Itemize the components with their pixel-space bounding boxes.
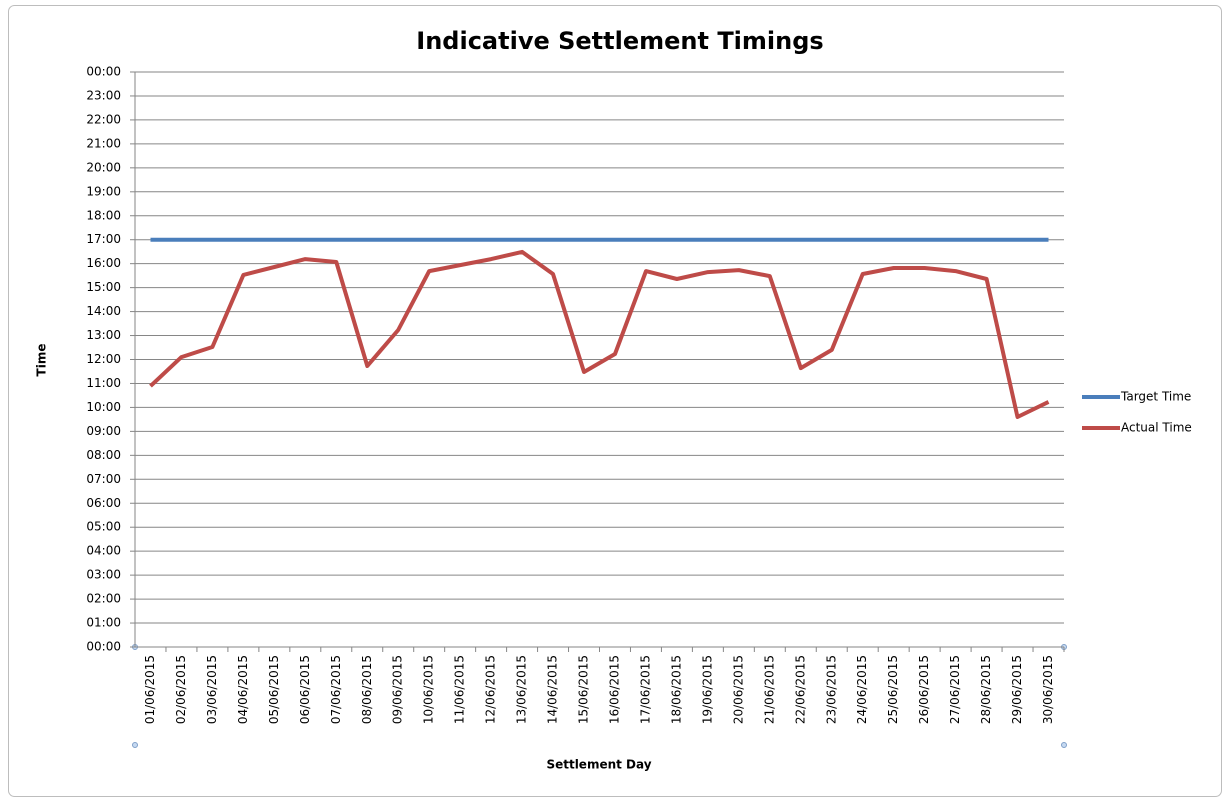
x-tick-label: 19/06/2015 bbox=[700, 655, 714, 724]
legend-label: Actual Time bbox=[1121, 421, 1192, 435]
x-tick-label: 30/06/2015 bbox=[1041, 655, 1055, 724]
x-tick-label: 07/06/2015 bbox=[329, 655, 343, 724]
y-tick-label: 22:00 bbox=[86, 112, 121, 126]
x-axis-title: Settlement Day bbox=[546, 758, 651, 772]
y-tick-label: 03:00 bbox=[86, 568, 121, 582]
x-tick-label: 29/06/2015 bbox=[1010, 655, 1024, 724]
x-tick-label: 04/06/2015 bbox=[236, 655, 250, 724]
y-tick-label: 00:00 bbox=[86, 65, 121, 79]
y-tick-label: 15:00 bbox=[86, 280, 121, 294]
x-tick-label: 02/06/2015 bbox=[174, 655, 188, 724]
y-tick-label: 14:00 bbox=[86, 304, 121, 318]
y-tick-label: 06:00 bbox=[86, 496, 121, 510]
x-tick-label: 22/06/2015 bbox=[793, 655, 807, 724]
y-tick-label: 13:00 bbox=[86, 328, 121, 342]
y-tick-label: 11:00 bbox=[86, 376, 121, 390]
x-tick-label: 10/06/2015 bbox=[422, 655, 436, 724]
legend-label: Target Time bbox=[1120, 390, 1191, 404]
x-tick-label: 23/06/2015 bbox=[824, 655, 838, 724]
x-tick-label: 20/06/2015 bbox=[731, 655, 745, 724]
x-tick-label: 27/06/2015 bbox=[948, 655, 962, 724]
x-tick-label: 17/06/2015 bbox=[638, 655, 652, 724]
y-axis-title: Time bbox=[35, 344, 49, 377]
x-tick-label: 18/06/2015 bbox=[669, 655, 683, 724]
x-tick-label: 13/06/2015 bbox=[515, 655, 529, 724]
chart-title: Indicative Settlement Timings bbox=[416, 27, 823, 55]
y-tick-label: 10:00 bbox=[86, 400, 121, 414]
y-tick-label: 04:00 bbox=[86, 544, 121, 558]
x-tick-label: 14/06/2015 bbox=[546, 655, 560, 724]
x-tick-label: 03/06/2015 bbox=[205, 655, 219, 724]
y-tick-label: 21:00 bbox=[86, 136, 121, 150]
y-tick-label: 01:00 bbox=[86, 616, 121, 630]
x-tick-label: 15/06/2015 bbox=[577, 655, 591, 724]
x-tick-label: 01/06/2015 bbox=[143, 655, 157, 724]
y-tick-label: 16:00 bbox=[86, 256, 121, 270]
x-tick-label: 26/06/2015 bbox=[917, 655, 931, 724]
x-tick-label: 16/06/2015 bbox=[607, 655, 621, 724]
x-tick-label: 11/06/2015 bbox=[453, 655, 467, 724]
y-tick-label: 23:00 bbox=[86, 88, 121, 102]
y-tick-label: 05:00 bbox=[86, 520, 121, 534]
y-tick-label: 00:00 bbox=[86, 640, 121, 654]
y-tick-label: 19:00 bbox=[86, 184, 121, 198]
x-tick-label: 05/06/2015 bbox=[267, 655, 281, 724]
y-tick-label: 07:00 bbox=[86, 472, 121, 486]
x-tick-label: 28/06/2015 bbox=[979, 655, 993, 724]
y-tick-label: 08:00 bbox=[86, 448, 121, 462]
x-tick-label: 09/06/2015 bbox=[391, 655, 405, 724]
x-tick-label: 21/06/2015 bbox=[762, 655, 776, 724]
x-tick-label: 08/06/2015 bbox=[360, 655, 374, 724]
y-tick-label: 18:00 bbox=[86, 208, 121, 222]
x-tick-label: 25/06/2015 bbox=[886, 655, 900, 724]
x-tick-label: 06/06/2015 bbox=[298, 655, 312, 724]
y-tick-label: 17:00 bbox=[86, 232, 121, 246]
x-tick-label: 24/06/2015 bbox=[855, 655, 869, 724]
y-tick-label: 20:00 bbox=[86, 160, 121, 174]
series-line bbox=[149, 249, 1050, 419]
y-tick-label: 02:00 bbox=[86, 592, 121, 606]
y-tick-label: 09:00 bbox=[86, 424, 121, 438]
x-tick-label: 12/06/2015 bbox=[484, 655, 498, 724]
y-tick-label: 12:00 bbox=[86, 352, 121, 366]
